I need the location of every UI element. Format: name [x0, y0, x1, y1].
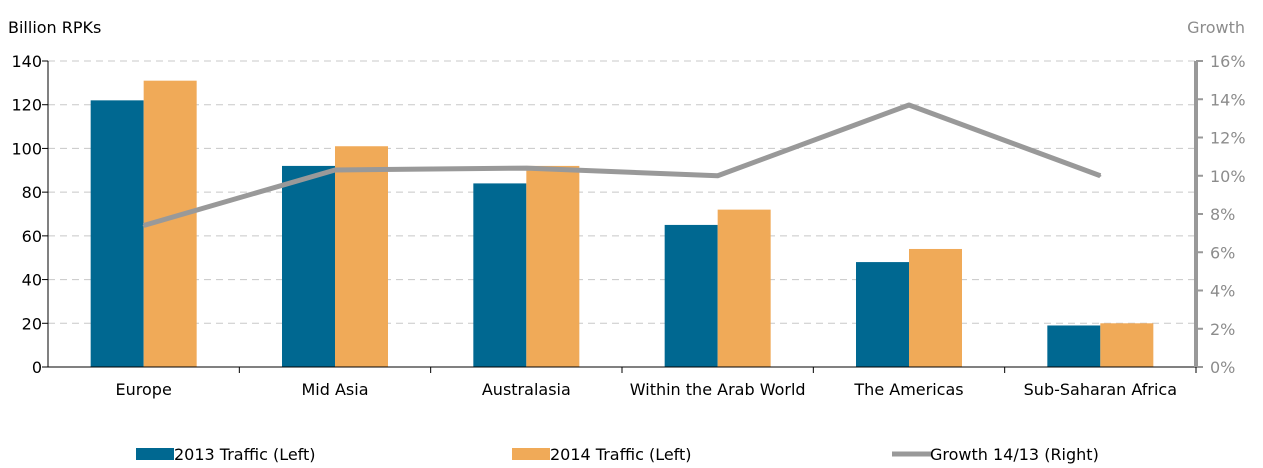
- category-label: Mid Asia: [301, 380, 368, 399]
- bar-2014-within-the-arab-world: [717, 209, 771, 367]
- growth-point: [908, 103, 910, 106]
- left-tick-label: 140: [11, 52, 42, 71]
- bar-2014-mid-asia: [335, 146, 388, 367]
- bar-2013-australasia: [473, 183, 527, 367]
- growth-point: [142, 224, 145, 227]
- growth-point: [1099, 174, 1102, 177]
- category-label: Australasia: [482, 380, 571, 399]
- legend-label: 2014 Traffic (Left): [550, 445, 692, 464]
- legend-item: 2014 Traffic (Left): [512, 445, 692, 464]
- legend-item: Growth 14/13 (Right): [892, 445, 1099, 464]
- left-axis-ticks: 0 20 40 60 80 100 120 140: [11, 52, 42, 377]
- right-tick-label: 8%: [1210, 205, 1235, 224]
- growth-line: [142, 102, 1102, 228]
- gridlines: [48, 60, 1196, 324]
- right-tick-label: 2%: [1210, 320, 1235, 339]
- legend: 2013 Traffic (Left) 2014 Traffic (Left) Gr…: [136, 445, 1099, 464]
- category-label: Within the Arab World: [630, 380, 806, 399]
- growth-line-series: [142, 102, 1102, 228]
- category-labels: Europe Mid Asia Australasia Within the Arab…: [116, 380, 1177, 399]
- left-tick-label: 60: [22, 227, 42, 246]
- axes: [42, 60, 1203, 373]
- right-tick-label: 6%: [1210, 243, 1235, 262]
- left-tick-label: 120: [11, 96, 42, 115]
- right-axis-title: Growth: [1187, 18, 1245, 37]
- bar-2014-the-americas: [909, 248, 962, 367]
- bar-2013-europe: [90, 100, 144, 367]
- category-label: Sub-Saharan Africa: [1024, 380, 1177, 399]
- right-axis-ticks: 0% 2% 4% 6% 8% 10% 12% 14% 16%: [1210, 52, 1246, 377]
- growth-point: [716, 174, 719, 177]
- right-tick-label: 14%: [1210, 90, 1246, 109]
- category-label: Europe: [116, 380, 172, 399]
- bar-2013-the-americas: [856, 262, 909, 367]
- bar-2013-mid-asia: [282, 165, 335, 367]
- bar-2013-sub-saharan-africa: [1047, 325, 1101, 367]
- legend-swatch: [512, 448, 550, 460]
- bar-2013-within-the-arab-world: [664, 224, 718, 367]
- right-tick-label: 16%: [1210, 52, 1246, 71]
- left-tick-label: 80: [22, 183, 42, 202]
- category-label: The Americas: [853, 380, 963, 399]
- left-tick-label: 20: [22, 314, 42, 333]
- legend-item: 2013 Traffic (Left): [136, 445, 316, 464]
- left-tick-label: 40: [22, 271, 42, 290]
- growth-point: [525, 167, 528, 170]
- right-tick-label: 12%: [1210, 129, 1246, 148]
- left-tick-label: 100: [11, 139, 42, 158]
- bar-2014-australasia: [526, 165, 580, 367]
- legend-label: Growth 14/13 (Right): [930, 445, 1099, 464]
- left-tick-label: 0: [32, 358, 42, 377]
- left-axis-title: Billion RPKs: [8, 18, 101, 37]
- right-tick-label: 4%: [1210, 282, 1235, 301]
- growth-point: [334, 169, 336, 172]
- bars: [90, 80, 1154, 368]
- bar-2014-sub-saharan-africa: [1100, 323, 1154, 367]
- legend-swatch: [136, 448, 174, 460]
- right-tick-label: 0%: [1210, 358, 1235, 377]
- legend-label: 2013 Traffic (Left): [174, 445, 316, 464]
- right-tick-label: 10%: [1210, 167, 1246, 186]
